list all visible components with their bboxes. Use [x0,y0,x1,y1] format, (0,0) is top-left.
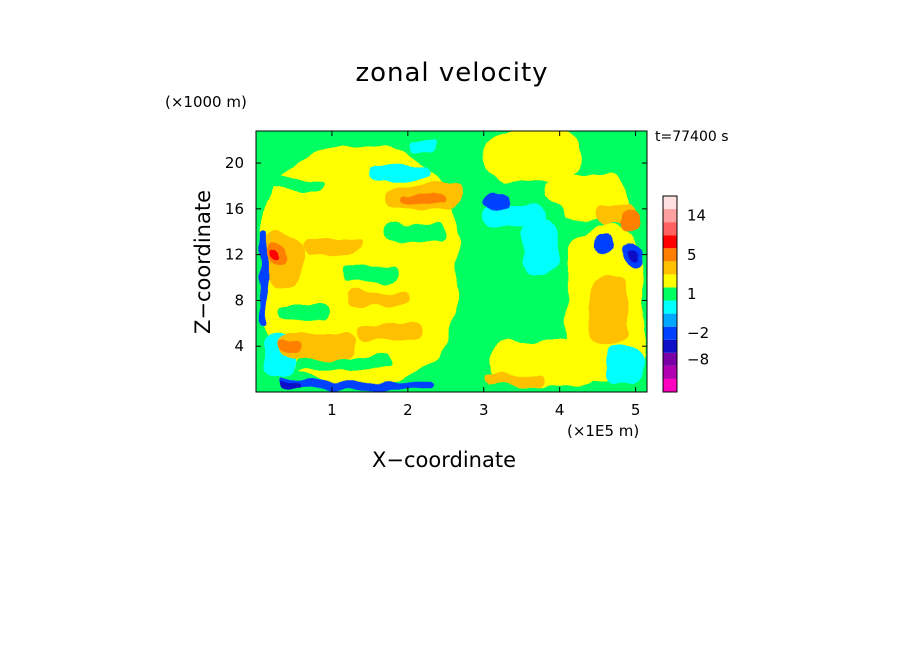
colorbar-swatch [663,274,677,288]
contour-region-32 [593,234,617,255]
x-tick-label: 2 [403,401,413,419]
colorbar-swatch [663,196,677,210]
x-tick-label: 5 [631,401,641,419]
colorbar-swatch [663,339,677,353]
contour-region-37 [628,248,640,261]
contour-region-36 [278,385,302,391]
y-tick-label: 4 [234,337,244,355]
contour-region-19 [354,323,424,341]
colorbar-swatch [663,248,677,262]
contour-region-13 [407,140,439,152]
contour-region-8 [271,179,325,191]
time-label: t=77400 s [655,129,729,145]
colorbar-swatch [663,365,677,379]
colorbar-frame [662,195,678,393]
chart-title: zonal velocity [355,58,549,88]
contour-region-11 [521,220,560,278]
contour-region-30 [269,248,279,261]
contour-regions [259,131,644,391]
colorbar-swatch [663,378,677,392]
plot-area [256,131,647,392]
colorbar-swatch [663,287,677,301]
x-axis-unit: (×1E5 m) [567,422,640,440]
contour-region-1 [483,131,583,181]
contour-region-28 [620,208,640,232]
colorbar-swatch [663,352,677,366]
colorbar-swatch [663,313,677,327]
x-tick-label: 4 [555,401,565,419]
y-tick-label: 16 [225,200,244,218]
colorbar: 14 5 1 −2 −8 [662,195,709,393]
contour-region-34 [483,191,511,209]
colorbar-swatch [663,300,677,314]
colorbar-swatch [663,209,677,223]
contour-region-6 [278,305,332,320]
colorbar-tick-label: −8 [687,350,709,368]
y-axis-unit: (×1000 m) [165,93,247,111]
contour-region-10 [293,357,393,370]
colorbar-swatch [663,222,677,236]
colorbar-tick-label: 1 [687,285,697,303]
contour-region-22 [347,291,408,307]
contour-region-23 [590,277,629,347]
y-tick-label: 12 [225,246,244,264]
x-axis-label: X−coordinate [372,448,516,472]
colorbar-tick-label: 14 [687,207,706,225]
contour-region-12 [369,165,431,181]
colorbar-swatch [663,261,677,275]
contour-region-35 [259,231,268,324]
y-tick-label: 20 [225,154,244,172]
colorbar-swatch [663,235,677,249]
plot-frame [255,130,648,393]
contour-region-29 [400,195,446,204]
colorbar-swatch [663,326,677,340]
colorbar-tick-label: 5 [687,246,697,264]
contour-region-9 [385,224,446,240]
x-tick-label: 1 [327,401,337,419]
contour-region-20 [301,237,363,255]
contour-region-15 [605,346,644,387]
x-tick-label: 3 [479,401,489,419]
contour-region-27 [278,340,302,352]
contour-region-31 [278,381,431,390]
contour-region-25 [483,374,545,387]
colorbar-tick-label: −2 [687,324,709,342]
contour-region-7 [339,267,401,283]
contour-region-14 [483,206,545,227]
y-tick-label: 8 [234,291,244,309]
